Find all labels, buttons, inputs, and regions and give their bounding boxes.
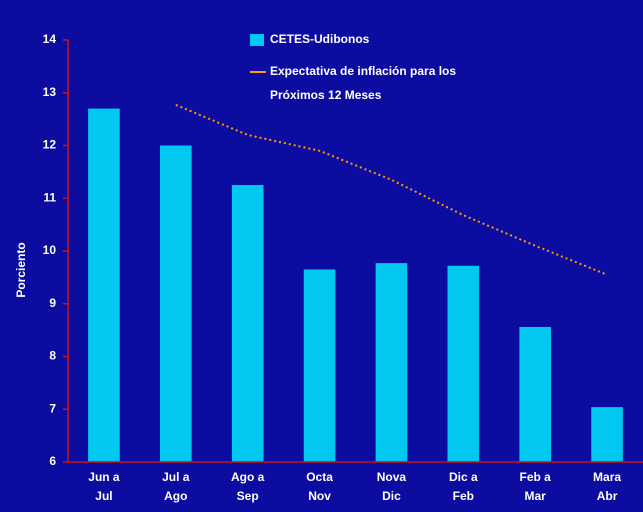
y-tick-label: 10 bbox=[43, 243, 57, 257]
bar bbox=[447, 265, 480, 462]
bar bbox=[519, 326, 551, 462]
x-tick-label: Feb a bbox=[520, 470, 552, 484]
x-tick-label: Mara bbox=[593, 470, 621, 484]
legend-label: Próximos 12 Meses bbox=[270, 88, 382, 102]
y-tick-label: 7 bbox=[49, 401, 56, 415]
y-axis-label: Porciento bbox=[14, 242, 28, 297]
x-tick-label: Sep bbox=[237, 489, 259, 503]
bar bbox=[88, 108, 120, 462]
bar bbox=[231, 185, 264, 462]
legend-label: Expectativa de inflación para los bbox=[270, 64, 456, 78]
y-tick-label: 13 bbox=[43, 85, 57, 99]
x-tick-label: Ago bbox=[164, 489, 187, 503]
x-tick-label: Nov bbox=[308, 489, 331, 503]
x-tick-label: Ago a bbox=[231, 470, 265, 484]
x-tick-label: Abr bbox=[597, 489, 618, 503]
y-tick-label: 12 bbox=[43, 138, 57, 152]
x-tick-label: Dic a bbox=[449, 470, 478, 484]
y-tick-label: 6 bbox=[49, 454, 56, 468]
bar bbox=[303, 269, 336, 462]
x-tick-label: Octa bbox=[306, 470, 333, 484]
bar bbox=[591, 407, 623, 462]
x-tick-label: Jul a bbox=[162, 470, 190, 484]
legend-label: CETES-Udibonos bbox=[270, 32, 370, 46]
y-tick-label: 11 bbox=[43, 190, 56, 204]
y-tick-label: 14 bbox=[43, 32, 57, 46]
x-tick-label: Jun a bbox=[88, 470, 120, 484]
x-tick-label: Jul bbox=[95, 489, 112, 503]
bar bbox=[160, 145, 192, 462]
bar bbox=[375, 263, 408, 462]
y-tick-label: 8 bbox=[49, 349, 56, 363]
x-tick-label: Feb bbox=[453, 489, 474, 503]
x-tick-label: Nova bbox=[377, 470, 407, 484]
x-tick-label: Dic bbox=[382, 489, 401, 503]
y-tick-label: 9 bbox=[49, 296, 56, 310]
x-tick-label: Mar bbox=[525, 489, 547, 503]
legend-swatch bbox=[250, 34, 264, 46]
